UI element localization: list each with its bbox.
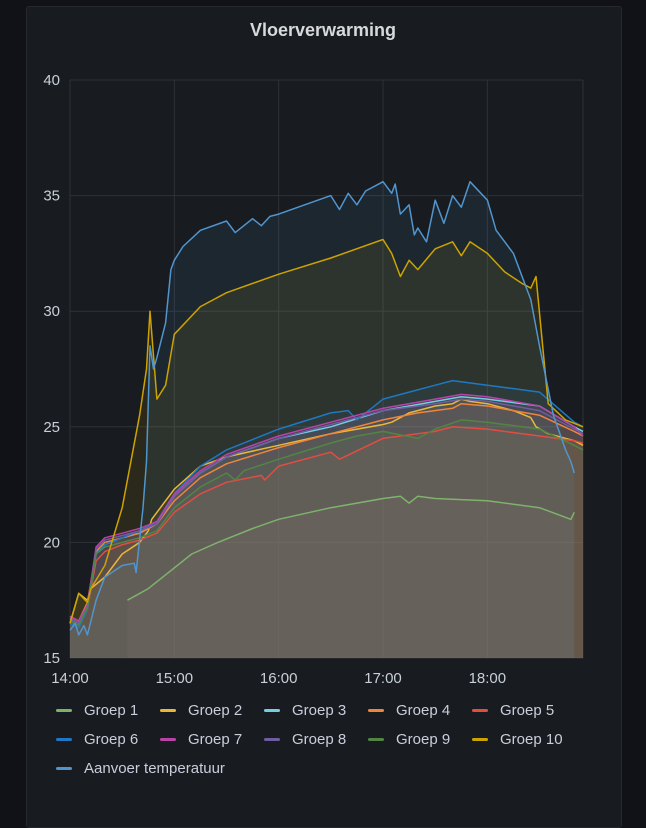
line-groep-7 xyxy=(69,393,584,622)
area-groep-7 xyxy=(70,394,583,658)
y-tick-label: 15 xyxy=(43,650,60,667)
legend-label: Groep 10 xyxy=(500,731,563,748)
legend-label: Groep 1 xyxy=(84,702,139,719)
x-tick-label: 18:00 xyxy=(469,670,507,687)
area-groep-6 xyxy=(70,380,583,658)
legend-item-groep-3[interactable]: Groep 3 xyxy=(264,702,368,719)
legend-item-groep-8[interactable]: Groep 8 xyxy=(264,731,368,748)
legend-swatch xyxy=(472,738,488,741)
area-groep-8 xyxy=(70,399,583,658)
area-groep-3 xyxy=(70,396,583,658)
x-tick-label: 14:00 xyxy=(51,670,89,687)
legend-item-groep-1[interactable]: Groep 1 xyxy=(56,702,160,719)
area-groep-4 xyxy=(70,403,583,658)
line-groep-6 xyxy=(69,379,584,629)
y-tick-label: 20 xyxy=(43,534,60,551)
grid-lines xyxy=(69,79,584,659)
y-tick-label: 30 xyxy=(43,303,60,320)
legend-label: Groep 9 xyxy=(396,731,451,748)
legend-swatch xyxy=(160,709,176,712)
legend-item-aanvoer-temperatuur[interactable]: Aanvoer temperatuur xyxy=(56,760,276,777)
area-groep-10 xyxy=(70,239,583,658)
line-groep-10 xyxy=(69,238,584,624)
legend-item-groep-4[interactable]: Groep 4 xyxy=(368,702,472,719)
legend-swatch xyxy=(368,738,384,741)
legend: Groep 1 Groep 2 Groep 3 Groep 4 Groep 5 Groep… xyxy=(56,702,616,777)
legend-label: Groep 8 xyxy=(292,731,347,748)
legend-swatch xyxy=(160,738,176,741)
series-areas xyxy=(70,181,583,658)
x-axis-ticks: 14:00 15:00 16:00 17:00 18:00 xyxy=(51,670,506,687)
chart-panel xyxy=(26,6,622,828)
legend-label: Groep 2 xyxy=(188,702,243,719)
legend-label: Groep 4 xyxy=(396,702,451,719)
area-groep-9 xyxy=(70,419,583,658)
panel-title: Vloerverwarming xyxy=(249,20,397,40)
legend-label: Aanvoer temperatuur xyxy=(84,760,225,777)
legend-swatch xyxy=(472,709,488,712)
y-tick-label: 25 xyxy=(43,419,60,436)
legend-item-groep-5[interactable]: Groep 5 xyxy=(472,702,576,719)
y-tick-label: 40 xyxy=(43,72,60,89)
legend-item-groep-7[interactable]: Groep 7 xyxy=(160,731,264,748)
legend-item-groep-10[interactable]: Groep 10 xyxy=(472,731,576,748)
legend-label: Groep 7 xyxy=(188,731,243,748)
time-series-plot: 40 35 30 25 20 15 14:00 15:00 16:00 17:00 18:00 xyxy=(43,72,584,687)
area-groep-2 xyxy=(70,399,583,658)
y-axis-ticks: 40 35 30 25 20 15 xyxy=(43,72,60,667)
legend-label: Groep 3 xyxy=(292,702,347,719)
line-groep-8 xyxy=(69,398,584,625)
line-groep-1 xyxy=(127,495,575,601)
legend-swatch xyxy=(56,738,72,741)
legend-label: Groep 5 xyxy=(500,702,555,719)
legend-item-groep-9[interactable]: Groep 9 xyxy=(368,731,472,748)
area-groep-5 xyxy=(70,426,583,658)
legend-swatch xyxy=(56,709,72,712)
legend-swatch xyxy=(264,738,280,741)
legend-swatch xyxy=(264,709,280,712)
area-groep-1 xyxy=(127,496,575,658)
line-groep-4 xyxy=(69,402,584,622)
series-lines xyxy=(69,180,584,636)
area-aanvoer-temperatuur xyxy=(70,181,575,658)
line-groep-9 xyxy=(69,419,584,627)
x-tick-label: 16:00 xyxy=(260,670,298,687)
y-tick-label: 35 xyxy=(43,188,60,205)
x-tick-label: 17:00 xyxy=(364,670,402,687)
x-tick-label: 15:00 xyxy=(156,670,194,687)
legend-label: Groep 6 xyxy=(84,731,139,748)
legend-item-groep-2[interactable]: Groep 2 xyxy=(160,702,264,719)
legend-swatch xyxy=(56,767,72,770)
line-aanvoer-temperatuur xyxy=(69,180,576,636)
legend-item-groep-6[interactable]: Groep 6 xyxy=(56,731,160,748)
line-groep-5 xyxy=(69,426,584,627)
legend-swatch xyxy=(368,709,384,712)
